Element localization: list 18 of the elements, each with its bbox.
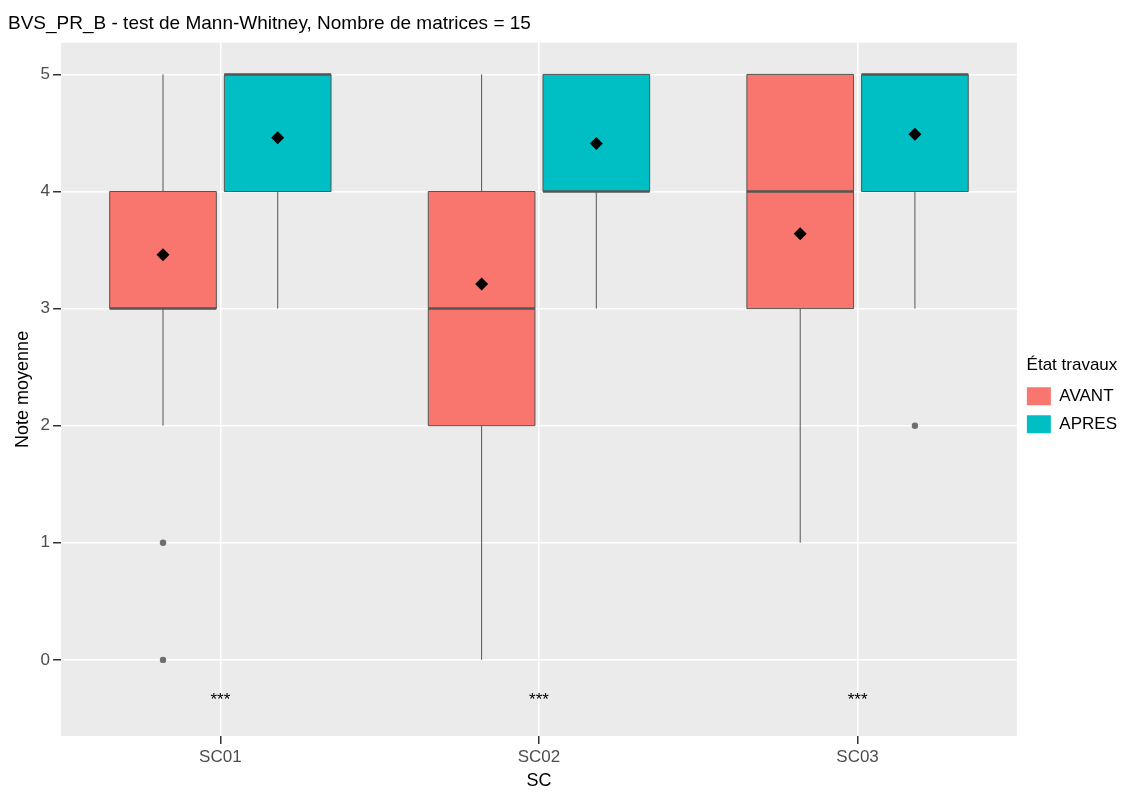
x-axis-title: SC [526,770,552,791]
x-tick-label: SC02 [517,746,561,766]
y-tick-label: 0 [40,649,51,669]
x-tick-label: SC03 [836,746,879,766]
y-tick-label: 4 [40,181,51,201]
y-tick-label: 3 [40,298,51,318]
annotation: *** [529,689,550,709]
chart-title: BVS_PR_B - test de Mann-Whitney, Nombre de matrices = 15 [8,11,531,34]
y-tick-label: 1 [40,532,51,552]
y-axis-title: Note moyenne [11,330,32,448]
legend-label: APRES [1059,413,1118,433]
x-tick-label: SC01 [199,746,242,766]
y-tick-label: 5 [40,64,51,84]
legend-label: AVANT [1059,385,1114,405]
annotation: *** [210,689,231,709]
annotation: *** [847,689,868,709]
y-tick-label: 2 [40,415,51,435]
legend-title: État travaux [1026,354,1118,374]
